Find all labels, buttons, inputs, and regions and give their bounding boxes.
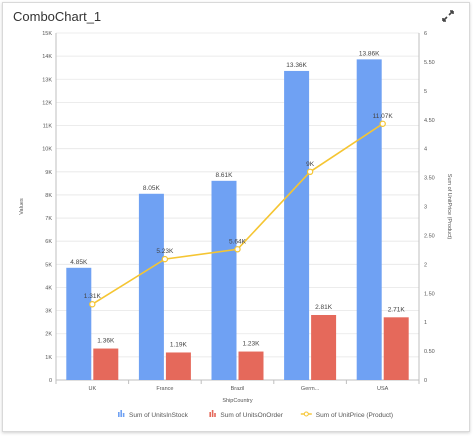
y-tick-label: 3K — [45, 309, 52, 315]
data-label-stock: 4.85K — [70, 259, 88, 266]
legend-icon — [303, 411, 309, 417]
legend-icon — [214, 413, 216, 417]
bar-units-on-order — [165, 352, 191, 380]
y-tick-label: 14K — [42, 54, 52, 60]
legend-label: Sum of UnitsInStock — [129, 412, 189, 419]
data-label-price: 5.23K — [156, 248, 174, 255]
y-tick-label: 0 — [49, 378, 52, 384]
x-tick-label: France — [156, 386, 173, 392]
y-tick-label: 12K — [42, 100, 52, 106]
line-point — [379, 120, 386, 127]
y-tick-label: 7K — [45, 216, 52, 222]
y2-tick-label: 3 — [424, 205, 427, 211]
legend-label: Sum of UnitsOnOrder — [220, 412, 283, 419]
data-label-price: 1.31K — [84, 293, 102, 300]
data-label-order: 2.71K — [388, 306, 406, 313]
y-axis-title: Values — [19, 198, 25, 215]
y2-tick-label: 5 — [424, 89, 427, 95]
legend-icon — [211, 410, 214, 417]
y-tick-label: 4K — [45, 285, 52, 291]
y2-tick-label: 5.50 — [424, 60, 435, 66]
data-label-price: 9K — [306, 161, 315, 168]
y-tick-label: 15K — [42, 31, 52, 37]
chart-title: ComboChart_1 — [13, 9, 102, 24]
legend-icon — [209, 412, 211, 417]
y-tick-label: 5K — [45, 262, 52, 268]
data-label-order: 1.23K — [243, 341, 261, 348]
bar-units-on-order — [311, 314, 337, 380]
y-tick-label: 6K — [45, 239, 52, 245]
line-point — [306, 168, 314, 175]
bar-units-in-stock — [211, 180, 237, 380]
y-tick-label: 2K — [45, 332, 52, 338]
legend-icon — [122, 413, 125, 417]
legend-icon — [118, 412, 120, 417]
bar-units-on-order — [383, 317, 409, 380]
bar-units-on-order — [238, 351, 264, 380]
data-label-order: 2.81K — [315, 304, 333, 311]
y2-tick-label: 3.50 — [424, 176, 435, 182]
y-tick-label: 11K — [43, 124, 53, 130]
y-tick-label: 13K — [42, 77, 52, 83]
y-tick-label: 1K — [45, 355, 52, 361]
bar-units-in-stock — [66, 267, 92, 380]
y2-tick-label: 4.50 — [424, 118, 435, 124]
data-label-price: 5.64K — [229, 238, 247, 245]
y2-tick-label: 4 — [424, 147, 427, 153]
y2-tick-label: 1.50 — [424, 291, 435, 297]
bar-units-in-stock — [284, 70, 310, 381]
x-tick-label: UK — [88, 386, 96, 392]
x-axis-title: ShipCountry — [222, 398, 253, 404]
y2-axis-title: Sum of UnitPrice (Product) — [446, 174, 452, 240]
y2-tick-label: 6 — [424, 31, 427, 37]
data-label-order: 1.36K — [97, 338, 115, 345]
y2-tick-label: 2 — [424, 262, 427, 268]
data-label-stock: 8.05K — [143, 185, 161, 192]
y-tick-label: 9K — [45, 170, 52, 176]
legend-label: Sum of UnitPrice (Product) — [316, 412, 393, 419]
x-tick-label: USA — [377, 386, 389, 392]
line-point — [89, 301, 96, 308]
bar-units-in-stock — [356, 59, 382, 380]
data-label-stock: 13.36K — [286, 62, 307, 69]
y2-tick-label: 2.50 — [424, 233, 435, 239]
data-label-stock: 13.86K — [359, 50, 380, 57]
y-tick-label: 10K — [42, 147, 52, 153]
line-unit-price — [91, 123, 384, 305]
x-tick-label: Brazil — [231, 386, 245, 392]
x-tick-label: Germ... — [301, 386, 320, 392]
y-tick-label: 8K — [45, 193, 52, 199]
bar-units-in-stock — [138, 193, 164, 380]
data-label-price: 11.07K — [373, 113, 394, 120]
data-label-stock: 8.61K — [216, 172, 234, 179]
line-point — [161, 255, 169, 263]
data-label-order: 1.19K — [170, 341, 188, 348]
legend-icon — [120, 410, 122, 417]
y2-tick-label: 0.50 — [424, 349, 435, 355]
y2-tick-label: 1 — [424, 320, 427, 326]
expand-icon[interactable] — [441, 9, 455, 23]
bar-units-on-order — [93, 348, 119, 380]
line-point — [234, 246, 241, 253]
y2-tick-label: 0 — [424, 378, 427, 384]
